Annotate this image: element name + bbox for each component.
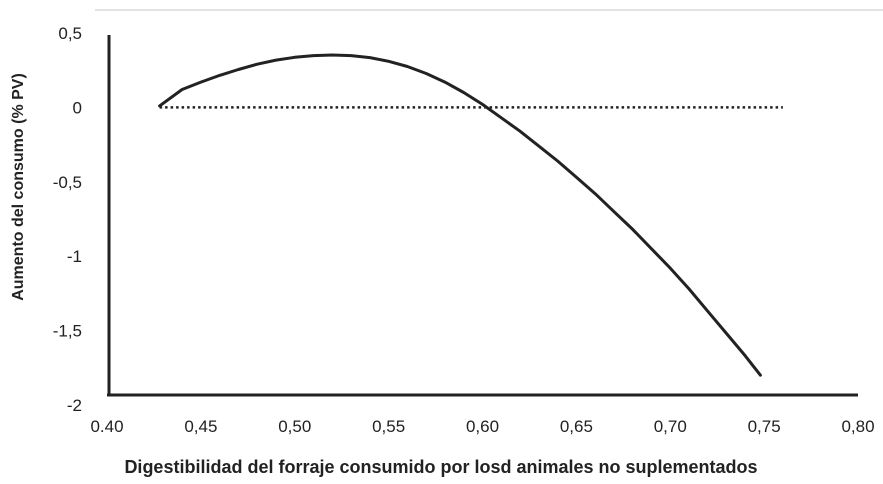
x-tick-labels: 0.40 0,45 0,50 0,55 0,60 0,65 0,70 0,75 0,80 xyxy=(90,417,874,436)
x-tick-label: 0,55 xyxy=(372,417,405,436)
y-axis-title: Aumento del consumo (% PV) xyxy=(10,73,27,301)
x-tick-label: 0,60 xyxy=(466,417,499,436)
x-tick-label: 0,75 xyxy=(748,417,781,436)
x-axis-title: Digestibilidad del forraje consumido por… xyxy=(124,457,757,477)
y-tick-labels: 0,5 0 -0,5 -1 -1,5 -2 xyxy=(53,24,82,415)
x-tick-label: 0.40 xyxy=(90,417,123,436)
x-tick-label: 0,80 xyxy=(841,417,874,436)
x-tick-label: 0,45 xyxy=(184,417,217,436)
x-tick-label: 0,50 xyxy=(278,417,311,436)
plot-area xyxy=(158,53,783,377)
axes xyxy=(107,35,858,397)
y-tick-label: 0 xyxy=(73,98,82,117)
y-tick-label: -0,5 xyxy=(53,173,82,192)
y-tick-label: -2 xyxy=(67,396,82,415)
x-tick-label: 0,65 xyxy=(560,417,593,436)
y-tick-label: -1 xyxy=(67,247,82,266)
series-line xyxy=(158,53,762,377)
x-tick-label: 0,70 xyxy=(654,417,687,436)
y-tick-label: 0,5 xyxy=(58,24,82,43)
y-tick-label: -1,5 xyxy=(53,322,82,341)
